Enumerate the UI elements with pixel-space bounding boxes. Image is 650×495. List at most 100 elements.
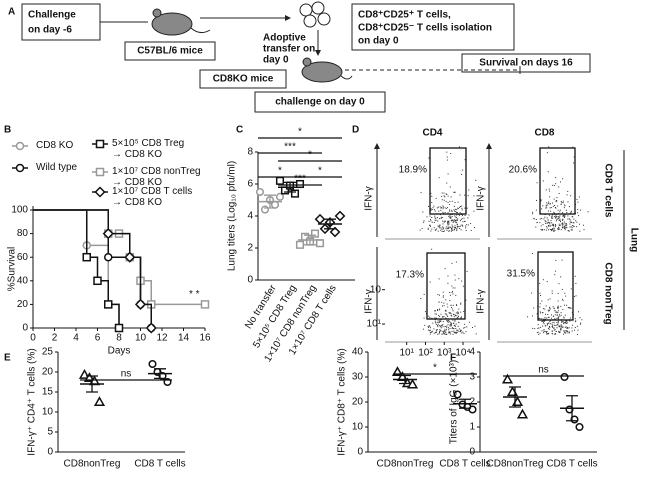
- event-dot: [564, 326, 566, 328]
- event-dot: [450, 217, 452, 219]
- marker: [114, 323, 124, 333]
- event-dot: [537, 331, 539, 333]
- event-dot: [429, 317, 431, 319]
- event-dot: [460, 330, 462, 332]
- event-dot: [563, 304, 565, 306]
- event-dot: [452, 333, 454, 335]
- event-dot: [450, 324, 452, 326]
- event-dot: [571, 227, 573, 229]
- event-dot: [553, 228, 555, 230]
- event-dot: [561, 259, 563, 261]
- event-dot: [450, 322, 452, 324]
- event-dot: [448, 221, 450, 223]
- event-dot: [560, 203, 562, 205]
- event-dot: [574, 327, 576, 329]
- event-dot: [428, 157, 430, 159]
- event-dot: [455, 304, 457, 306]
- event-dot: [449, 325, 451, 327]
- event-dot: [440, 227, 442, 229]
- event-dot: [440, 216, 442, 218]
- event-dot: [451, 262, 453, 264]
- marker: [104, 252, 113, 262]
- event-dot: [462, 221, 464, 223]
- event-dot: [538, 333, 540, 335]
- sig-label: ns: [121, 369, 132, 380]
- event-dot: [450, 230, 452, 232]
- event-dot: [547, 222, 549, 224]
- survival-line: [33, 209, 152, 328]
- event-dot: [445, 310, 447, 312]
- event-dot: [548, 229, 550, 231]
- event-dot: [559, 215, 561, 217]
- event-dot: [546, 330, 548, 332]
- event-dot: [473, 195, 475, 197]
- event-dot: [557, 307, 559, 309]
- event-dot: [577, 209, 579, 211]
- annotation: * *: [189, 289, 200, 300]
- event-dot: [544, 325, 546, 327]
- event-dot: [451, 228, 453, 230]
- event-dot: [440, 209, 442, 211]
- event-dot: [554, 274, 556, 276]
- legend-entry: Wild type: [36, 162, 78, 173]
- event-dot: [551, 217, 553, 219]
- event-dot: [427, 329, 429, 331]
- event-dot: [541, 218, 543, 220]
- event-dot: [554, 318, 556, 320]
- event-dot: [555, 220, 557, 222]
- marker: [255, 187, 265, 197]
- event-dot: [548, 325, 550, 327]
- event-dot: [465, 225, 467, 227]
- event-dot: [442, 316, 444, 318]
- event-dot: [560, 329, 562, 331]
- diagram-text: Survival on days 16: [479, 58, 573, 69]
- event-dot: [557, 305, 559, 307]
- event-dot: [456, 317, 458, 319]
- event-dot: [434, 332, 436, 334]
- event-dot: [577, 212, 579, 214]
- event-dot: [463, 220, 465, 222]
- event-dot: [559, 209, 561, 211]
- event-dot: [442, 316, 444, 318]
- event-dot: [454, 202, 456, 204]
- event-dot: [562, 218, 564, 220]
- event-dot: [575, 282, 577, 284]
- event-dot: [542, 224, 544, 226]
- event-dot: [575, 295, 577, 297]
- event-dot: [548, 221, 550, 223]
- marker: [200, 300, 210, 309]
- event-dot: [456, 221, 458, 223]
- event-dot: [563, 316, 565, 318]
- event-dot: [555, 259, 557, 261]
- event-dot: [536, 182, 538, 184]
- event-dot: [443, 316, 445, 318]
- event-dot: [455, 327, 457, 329]
- event-dot: [547, 309, 549, 311]
- x-tick-label: CD8nonTreg: [487, 459, 544, 470]
- event-dot: [547, 219, 549, 221]
- event-dot: [555, 177, 557, 179]
- event-dot: [564, 205, 566, 207]
- event-dot: [451, 229, 453, 231]
- event-dot: [442, 296, 444, 298]
- event-dot: [448, 312, 450, 314]
- event-dot: [439, 325, 441, 327]
- event-dot: [536, 221, 538, 223]
- event-dot: [552, 228, 554, 230]
- event-dot: [465, 331, 467, 333]
- event-dot: [444, 328, 446, 330]
- marker: [501, 373, 514, 384]
- event-dot: [579, 323, 581, 325]
- marker: [516, 408, 529, 419]
- event-dot: [444, 313, 446, 315]
- event-dot: [461, 207, 463, 209]
- event-dot: [456, 209, 458, 211]
- event-dot: [428, 220, 430, 222]
- event-dot: [433, 221, 435, 223]
- y-tick-label: 40: [17, 275, 29, 286]
- event-dot: [429, 325, 431, 327]
- event-dot: [582, 224, 584, 226]
- event-dot: [427, 227, 429, 229]
- event-dot: [570, 221, 572, 223]
